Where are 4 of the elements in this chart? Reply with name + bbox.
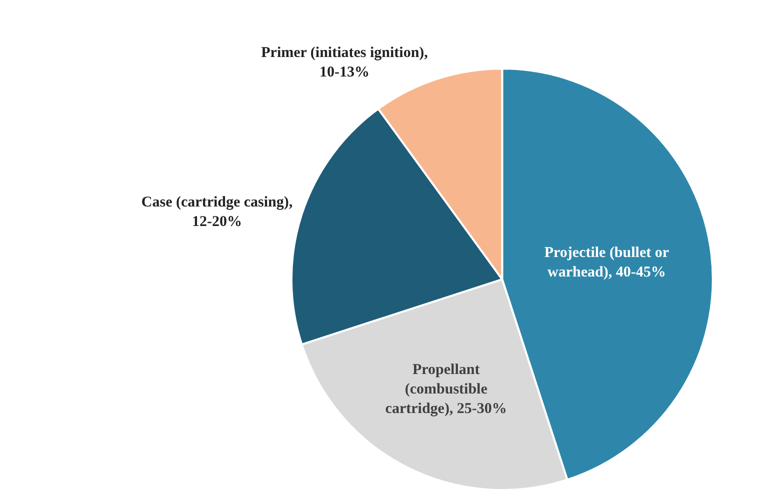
slice-label: Case (cartridge casing), 12-20% [141, 194, 293, 230]
slice-label: Propellant (combustible cartridge), 25-30% [385, 362, 507, 417]
slice-label: Primer (initiates ignition), 10-13% [261, 45, 428, 81]
slice-label: Projectile (bullet or warhead), 40-45% [544, 244, 670, 280]
